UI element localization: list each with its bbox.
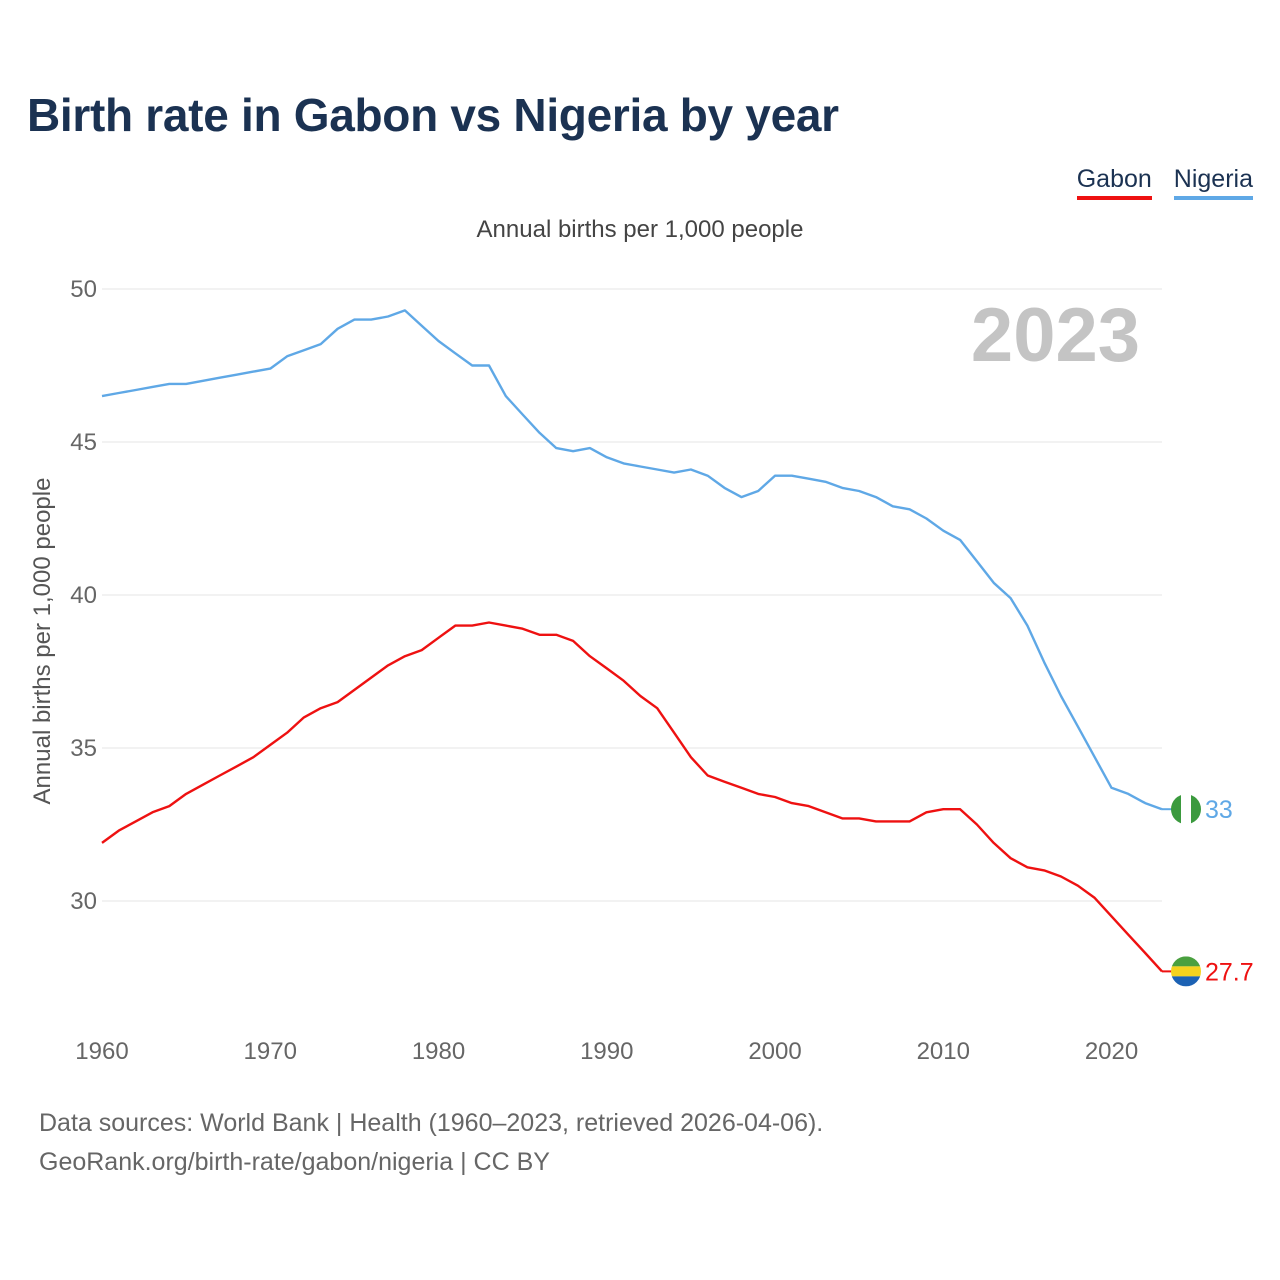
gabon-flag-icon (1171, 956, 1201, 987)
footer-attribution[interactable]: GeoRank.org/birth-rate/gabon/nigeria | C… (39, 1148, 550, 1176)
legend-item-nigeria[interactable]: Nigeria (1173, 164, 1253, 200)
y-tick-label: 50 (70, 276, 97, 303)
legend: Gabon Nigeria (1076, 164, 1253, 200)
flag-band (1171, 956, 1201, 967)
x-tick-label: 1960 (75, 1038, 128, 1065)
flag-band (1181, 794, 1191, 825)
end-value-label-nigeria: 33 (1205, 796, 1233, 824)
x-tick-label: 1980 (412, 1038, 465, 1065)
y-tick-label: 45 (70, 429, 97, 456)
y-axis-label: Annual births per 1,000 people (29, 478, 56, 805)
footer: Data sources: World Bank | Health (1960–… (39, 1104, 823, 1182)
flag-band (1171, 966, 1201, 977)
legend-item-gabon[interactable]: Gabon (1076, 164, 1152, 200)
series-line-nigeria (101, 309, 1163, 811)
x-tick-label: 1970 (244, 1038, 297, 1065)
flag-band (1171, 794, 1181, 825)
page-title: Birth rate in Gabon vs Nigeria by year (27, 89, 839, 141)
x-tick-label: 1990 (580, 1038, 633, 1065)
end-value-label-gabon: 27.7 (1205, 958, 1254, 986)
y-tick-label: 30 (70, 888, 97, 915)
chart-subtitle: Annual births per 1,000 people (476, 216, 804, 243)
nigeria-flag-icon (1171, 794, 1201, 825)
flag-band (1191, 794, 1201, 825)
y-tick-label: 40 (70, 582, 97, 609)
x-tick-label: 2020 (1085, 1038, 1138, 1065)
series-line-gabon (101, 621, 1163, 973)
footer-sources: Data sources: World Bank | Health (1960–… (39, 1109, 824, 1137)
flag-band (1171, 976, 1201, 987)
x-tick-label: 2010 (917, 1038, 970, 1065)
y-tick-label: 35 (70, 735, 97, 762)
year-label: 2023 (971, 293, 1140, 378)
x-tick-label: 2000 (748, 1038, 801, 1065)
